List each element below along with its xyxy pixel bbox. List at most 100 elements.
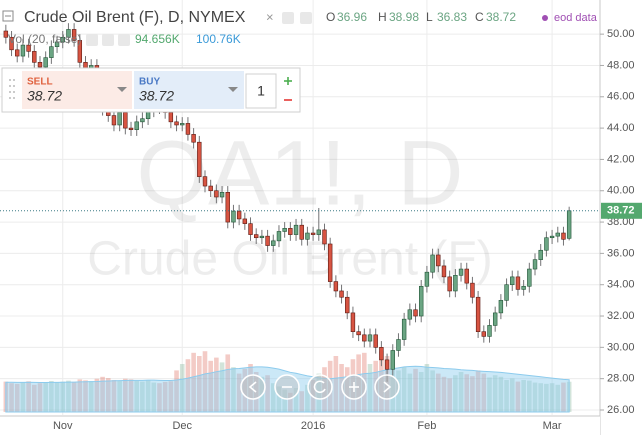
candle-body [436,254,441,267]
volume-bar [498,376,504,412]
volume-bar [487,377,492,412]
candle-body [396,339,401,351]
candle-body [225,192,230,223]
volume-bar [197,356,202,412]
volume-bar [111,380,117,412]
volume-visibility-button[interactable] [86,34,98,46]
y-tick-label: 34.00 [607,279,635,291]
volume-bar [424,364,430,412]
candle-body [305,232,310,240]
candle-body [339,290,344,298]
y-tick-label: 50.00 [607,28,635,40]
volume-bar [60,381,66,412]
candle-body [453,275,458,292]
candle-body [265,235,270,246]
candle-body [407,309,413,320]
volume-bar [88,381,94,412]
scroll-right-button[interactable] [374,374,400,400]
volume-bar [288,392,293,412]
buy-button[interactable] [134,71,244,109]
volume-bar [344,367,350,412]
candle-body [549,235,555,239]
volume-bar [54,382,60,412]
volume-settings-button[interactable] [102,34,114,46]
ohlc-label: H [378,10,387,24]
volume-remove-button[interactable] [118,34,130,46]
volume-bar [134,380,140,412]
buy-dropdown[interactable] [228,87,238,92]
volume-bar [219,362,225,412]
volume-bar [179,364,185,412]
candle-body [413,309,418,317]
volume-bar [276,386,282,412]
volume-bar [94,378,100,412]
volume-bar [14,383,20,412]
quantity-input[interactable] [245,73,277,109]
volume-legend: Vol (20, false) [8,32,81,46]
candle-body [242,218,248,224]
candle-body [447,276,452,292]
candle-body [276,231,282,242]
volume-bar [555,384,561,412]
candle-body [504,284,509,301]
volume-bar [350,359,356,412]
collapse-toggle[interactable] [2,10,14,22]
candle-body [208,185,213,192]
candle-body [561,232,566,240]
volume-bar [208,360,213,412]
ohlc-value: 38.72 [486,10,516,24]
visibility-button[interactable] [282,12,294,24]
candle-body [515,276,521,290]
zoom-in-button[interactable] [341,374,367,400]
volume-bar [481,373,487,412]
sell-dropdown[interactable] [117,87,127,92]
volume-bar [390,362,396,412]
zoom-out-button[interactable] [274,374,300,400]
x-tick-label: Dec [172,420,192,432]
volume-bar [117,380,122,412]
volume-bar [71,381,77,412]
reset-button[interactable] [307,374,333,400]
volume-bar [458,372,464,412]
candle-body [191,134,196,143]
candle-body [532,259,538,270]
candle-body [310,232,316,235]
overlay: Crude Oil Brent (F), D, NYMEX × eod data… [1,9,598,400]
candle-body [430,254,435,273]
candle-body [180,123,185,126]
candle-body [168,112,174,123]
candle-body [441,265,447,278]
volume-bar [367,364,373,412]
volume-bar [515,381,521,412]
candle-body [419,285,424,317]
candle-body [293,224,299,235]
source-dot [542,15,548,21]
candle-body [43,57,48,68]
volume-bar [327,360,333,412]
volume-bar [418,372,424,412]
trade-panel: SELL 38.72 BUY 38.72 1 [1,67,301,113]
candle-body [510,276,515,286]
candle-body [197,141,202,177]
volume-bar [83,380,88,412]
volume-bar [265,375,270,412]
volume-bar [441,376,447,412]
settings-button[interactable] [300,12,312,24]
volume-bar [549,383,555,412]
candle-body [117,112,122,126]
close-symbol[interactable]: × [266,9,274,24]
ohlc-value: 38.98 [389,10,419,24]
candle-body [259,235,265,239]
candle-body [15,49,20,57]
x-tick-label: 2016 [301,420,325,432]
y-tick-label: 32.00 [607,310,635,322]
scroll-left-button[interactable] [240,374,266,400]
increase-button[interactable] [284,77,292,85]
candle-body [174,121,179,126]
sell-button[interactable] [22,71,132,109]
candle-body [566,210,572,239]
candle-body [492,312,498,326]
candle-body [470,282,475,298]
drag-grip[interactable] [9,79,15,99]
